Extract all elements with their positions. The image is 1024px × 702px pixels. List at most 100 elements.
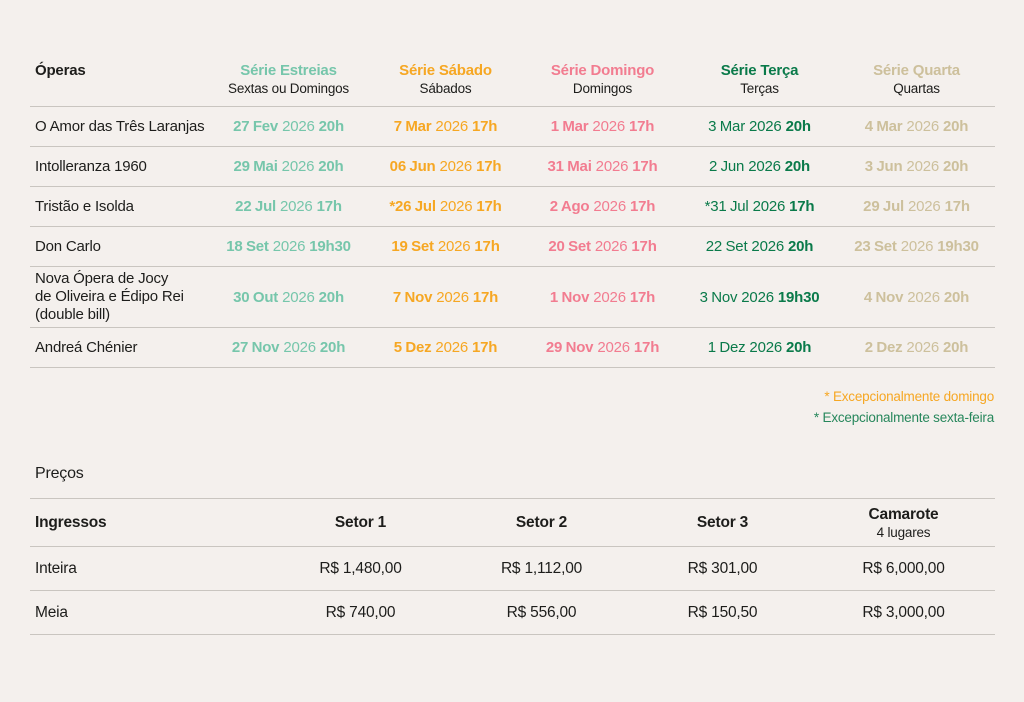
date-year: 2026 (439, 198, 473, 215)
schedule-table: Óperas Série Estreias Sextas ou Domingos… (30, 62, 995, 368)
date-time: 17h (629, 288, 656, 306)
series-column-header: Série Sábado Sábados (367, 62, 524, 97)
date-cell: 2 Dez 2026 20h (838, 339, 995, 356)
price-value: R$ 1,112,00 (500, 559, 583, 577)
price-value: R$ 740,00 (325, 603, 396, 621)
series-name: Série Terça (720, 62, 799, 79)
price-row-label: Inteira (35, 559, 77, 577)
date-year: 2026 (594, 238, 628, 255)
series-name: Série Quarta (873, 62, 960, 79)
date-day: 22 Jul (235, 198, 276, 215)
date-time: 17h (631, 238, 657, 255)
date-year: 2026 (283, 339, 316, 356)
date-cell: 29 Nov 2026 17h (524, 339, 681, 356)
date-day: 27 Nov (231, 339, 280, 356)
price-row: Meia R$ 740,00 R$ 556,00 R$ 150,50 R$ 3,… (30, 590, 995, 634)
date-day: 20 Set (548, 238, 591, 255)
date-day: 06 Jun (389, 158, 436, 175)
date-year: 2026 (597, 339, 630, 356)
date-time: 17h (472, 288, 499, 306)
date-time: 19h30 (309, 238, 351, 255)
date-day: 4 Mar (864, 118, 903, 135)
date-day: *26 Jul (389, 198, 436, 215)
opera-name: Don Carlo (35, 237, 101, 255)
date-time: 17h (476, 198, 502, 215)
date-day: 5 Dez (393, 339, 432, 356)
schedule-row: Tristão e Isolda 22 Jul 2026 17h *26 Jul 20… (30, 186, 995, 226)
date-cell: 31 Mai 2026 17h (524, 158, 681, 175)
opera-name: Andreá Chénier (35, 338, 138, 356)
date-cell: 19 Set 2026 17h (367, 238, 524, 255)
date-cell: 27 Nov 2026 20h (210, 339, 367, 356)
date-year: 2026 (282, 118, 315, 135)
tickets-column-header: Ingressos (35, 513, 107, 531)
date-day: 2 Ago (549, 198, 590, 215)
date-cell: *26 Jul 2026 17h (367, 198, 524, 215)
date-time: 17h (472, 118, 498, 135)
date-day: 23 Set (854, 238, 897, 255)
schedule-row: O Amor das Três Laranjas 27 Fev 2026 20h 7… (30, 106, 995, 146)
series-name: Série Domingo (550, 62, 655, 79)
date-cell: 22 Jul 2026 17h (210, 198, 367, 215)
date-time: 17h (944, 198, 970, 215)
prices-header: Ingressos Setor 1 Setor 2 Setor 3 Camaro… (30, 498, 995, 546)
date-day: *31 Jul (704, 198, 749, 215)
footnote-exceptionally-sunday: * Excepcionalmente domingo (824, 389, 994, 404)
date-day: 19 Set (391, 238, 434, 255)
date-year: 2026 (907, 288, 940, 306)
date-cell: 1 Mar 2026 17h (524, 118, 681, 135)
date-cell: 1 Dez 2026 20h (681, 339, 838, 356)
date-cell: 2 Jun 2026 20h (681, 158, 838, 175)
date-cell: 23 Set 2026 19h30 (838, 238, 995, 255)
date-time: 17h (629, 198, 656, 215)
sector-column-header: Setor 2 (451, 513, 632, 532)
price-value: R$ 6,000,00 (862, 559, 945, 577)
price-row: Inteira R$ 1,480,00 R$ 1,112,00 R$ 301,0… (30, 546, 995, 590)
date-day: 18 Set (226, 238, 269, 255)
date-time: 17h (474, 238, 500, 255)
opera-name: Tristão e Isolda (35, 197, 134, 215)
date-cell: 2 Ago 2026 17h (524, 198, 681, 215)
date-cell: 5 Dez 2026 17h (367, 339, 524, 356)
price-value: R$ 150,50 (687, 603, 758, 621)
date-time: 20h (318, 158, 344, 175)
schedule-row: Andreá Chénier 27 Nov 2026 20h 5 Dez 2026 17… (30, 327, 995, 367)
date-time: 17h (632, 158, 658, 175)
date-year: 2026 (900, 238, 934, 255)
sector-sublabel: 4 lugares (876, 524, 931, 540)
date-time: 20h (786, 339, 812, 356)
date-day: 29 Mai (233, 158, 278, 175)
date-day: 4 Nov (863, 288, 904, 306)
date-time: 20h (943, 118, 969, 135)
price-value: R$ 1,480,00 (319, 559, 402, 577)
date-time: 20h (943, 339, 969, 356)
prices-section-title: Preços (35, 465, 84, 482)
date-year: 2026 (751, 238, 784, 255)
schedule-row: Nova Ópera de Jocy de Oliveira e Édipo R… (30, 266, 995, 327)
date-day: 1 Nov (549, 288, 590, 306)
date-year: 2026 (592, 118, 625, 135)
date-day: 3 Jun (864, 158, 903, 175)
sector-label: Setor 3 (696, 514, 749, 531)
schedule-rows: O Amor das Três Laranjas 27 Fev 2026 20h 7… (30, 106, 995, 367)
date-time: 20h (319, 339, 346, 356)
footnote-exceptionally-friday: * Excepcionalmente sexta-feira (813, 410, 994, 425)
series-column-header: Série Domingo Domingos (524, 62, 681, 97)
sector-column-header: Setor 1 (270, 513, 451, 532)
date-cell: 3 Nov 2026 19h30 (681, 289, 838, 306)
date-cell: 1 Nov 2026 17h (524, 289, 681, 306)
date-year: 2026 (435, 339, 468, 356)
date-year: 2026 (906, 158, 939, 175)
date-cell: 30 Out 2026 20h (210, 289, 367, 306)
date-day: 7 Nov (392, 288, 433, 306)
date-year: 2026 (908, 198, 941, 215)
date-time: 20h (943, 288, 970, 306)
date-time: 20h (785, 118, 811, 135)
date-day: 29 Jul (863, 198, 904, 215)
date-year: 2026 (906, 118, 939, 135)
sector-label: Setor 1 (334, 514, 387, 531)
sector-column-header: Camarote 4 lugares (813, 505, 994, 541)
date-day: 22 Set (705, 238, 748, 255)
date-day: 27 Fev (233, 118, 279, 135)
date-time: 20h (318, 288, 344, 306)
